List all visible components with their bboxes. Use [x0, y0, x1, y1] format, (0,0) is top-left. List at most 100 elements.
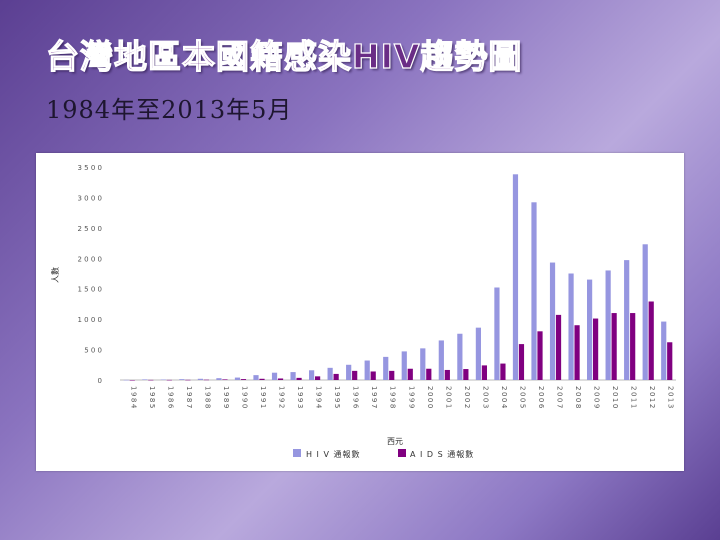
x-tick-label: 1987	[185, 386, 193, 410]
x-tick-label: 2001	[444, 386, 452, 410]
x-tick-label: 2005	[518, 386, 526, 410]
bar-hiv	[179, 379, 185, 380]
bar-hiv	[383, 356, 389, 380]
bar-aids	[555, 314, 562, 380]
bar-hiv	[457, 333, 463, 380]
bar-aids	[203, 379, 209, 381]
x-tick-label: 1984	[129, 386, 137, 410]
y-tick-label: 2 5 0 0	[78, 225, 103, 233]
x-tick-label: 2010	[611, 386, 619, 410]
bar-hiv	[624, 260, 630, 380]
bar-aids	[667, 342, 673, 380]
hiv-trend-chart: 0 5 0 0 1 0 0 0 1 5 0 0 2 0 0 0 2 5 0 0 3 0 0 …	[50, 164, 676, 459]
bar-hiv	[327, 367, 333, 380]
bar-aids	[463, 369, 469, 380]
bar-hiv	[475, 327, 481, 380]
y-axis-ticks: 0 5 0 0 1 0 0 0 1 5 0 0 2 0 0 0 2 5 0 0 3 0 0 …	[78, 164, 103, 385]
x-tick-label: 2008	[574, 386, 582, 410]
bar-aids	[148, 379, 154, 381]
x-tick-label: 1986	[166, 386, 174, 410]
slide-title: 台灣地區本國籍感染HIV趨勢圖	[45, 36, 523, 76]
bar-hiv	[549, 262, 556, 380]
x-tick-label: 1991	[259, 386, 267, 410]
x-axis-ticks: 1984 1985 1986 1987 1988 1989 1990 1991 1992 1993…	[129, 386, 674, 410]
x-tick-label: 2007	[556, 386, 564, 410]
bar-aids	[500, 363, 506, 380]
bars-group	[123, 174, 673, 381]
x-tick-label: 2006	[537, 386, 545, 410]
bar-aids	[518, 344, 525, 380]
bar-hiv	[512, 174, 519, 380]
y-axis-label: 人數	[50, 267, 60, 283]
legend: H I V 通報數 A I D S 通報數	[293, 449, 474, 459]
x-tick-label: 1993	[296, 386, 304, 410]
bar-aids	[537, 331, 543, 380]
x-tick-label: 1997	[370, 386, 378, 410]
bar-aids	[648, 301, 654, 380]
bar-aids	[240, 379, 247, 380]
bar-aids	[166, 379, 172, 381]
legend-label-aids: A I D S 通報數	[410, 449, 474, 459]
bar-aids	[222, 379, 228, 380]
bar-aids	[611, 313, 617, 380]
bar-aids	[574, 325, 580, 380]
bar-aids	[333, 373, 339, 380]
chart-panel: 0 5 0 0 1 0 0 0 1 5 0 0 2 0 0 0 2 5 0 0 3 0 0 …	[36, 153, 684, 471]
bar-aids	[593, 318, 599, 380]
bar-aids	[444, 369, 450, 380]
legend-swatch-hiv	[293, 449, 301, 457]
bar-aids	[481, 365, 487, 380]
x-tick-label: 1994	[315, 386, 323, 410]
bar-hiv	[234, 377, 241, 380]
bar-aids	[370, 371, 376, 380]
bar-aids	[352, 370, 358, 380]
x-tick-label: 2013	[667, 386, 675, 410]
bar-hiv	[290, 372, 296, 380]
bar-aids	[259, 378, 265, 380]
x-tick-label: 1988	[203, 386, 211, 410]
x-axis-label: 西元	[387, 437, 403, 446]
legend-label-hiv: H I V 通報數	[306, 449, 360, 459]
bar-hiv	[438, 340, 444, 380]
x-tick-label: 1992	[278, 386, 286, 410]
bar-aids	[185, 379, 191, 381]
x-tick-label: 1985	[148, 386, 156, 410]
bar-hiv	[309, 370, 315, 380]
bar-aids	[296, 377, 302, 380]
bar-aids	[277, 378, 284, 380]
x-tick-label: 2002	[463, 386, 471, 410]
bar-hiv	[401, 351, 407, 380]
x-tick-label: 2004	[500, 386, 508, 410]
bar-hiv	[364, 360, 370, 380]
bar-hiv	[123, 379, 129, 381]
bar-aids	[389, 370, 395, 380]
bar-hiv	[642, 244, 648, 380]
x-tick-label: 1996	[352, 386, 360, 410]
bar-hiv	[420, 348, 426, 380]
x-tick-label: 1989	[222, 386, 230, 410]
x-tick-label: 2003	[481, 386, 489, 410]
x-tick-label: 1998	[389, 386, 397, 410]
bar-aids	[315, 376, 321, 380]
y-tick-label: 2 0 0 0	[78, 255, 103, 263]
y-tick-label: 3 0 0 0	[78, 194, 103, 202]
x-tick-label: 1995	[333, 386, 341, 410]
bar-aids	[129, 380, 135, 381]
x-tick-label: 2009	[593, 386, 601, 410]
bar-hiv	[271, 372, 278, 380]
x-tick-label: 2012	[648, 386, 656, 410]
bar-hiv	[494, 287, 500, 380]
bar-hiv	[142, 379, 148, 380]
x-tick-label: 1999	[407, 386, 415, 410]
bar-hiv	[661, 321, 667, 380]
y-tick-label: 3 5 0 0	[78, 164, 103, 172]
slide-subtitle: 1984年至2013年5月	[46, 96, 293, 124]
x-tick-label: 2011	[630, 386, 638, 410]
bar-hiv	[346, 364, 352, 380]
y-tick-label: 5 0 0	[84, 347, 102, 355]
bar-hiv	[587, 279, 593, 380]
bar-hiv	[531, 202, 537, 380]
bar-hiv	[605, 270, 611, 380]
y-tick-label: 1 5 0 0	[78, 286, 103, 294]
x-tick-label: 1990	[240, 386, 248, 410]
